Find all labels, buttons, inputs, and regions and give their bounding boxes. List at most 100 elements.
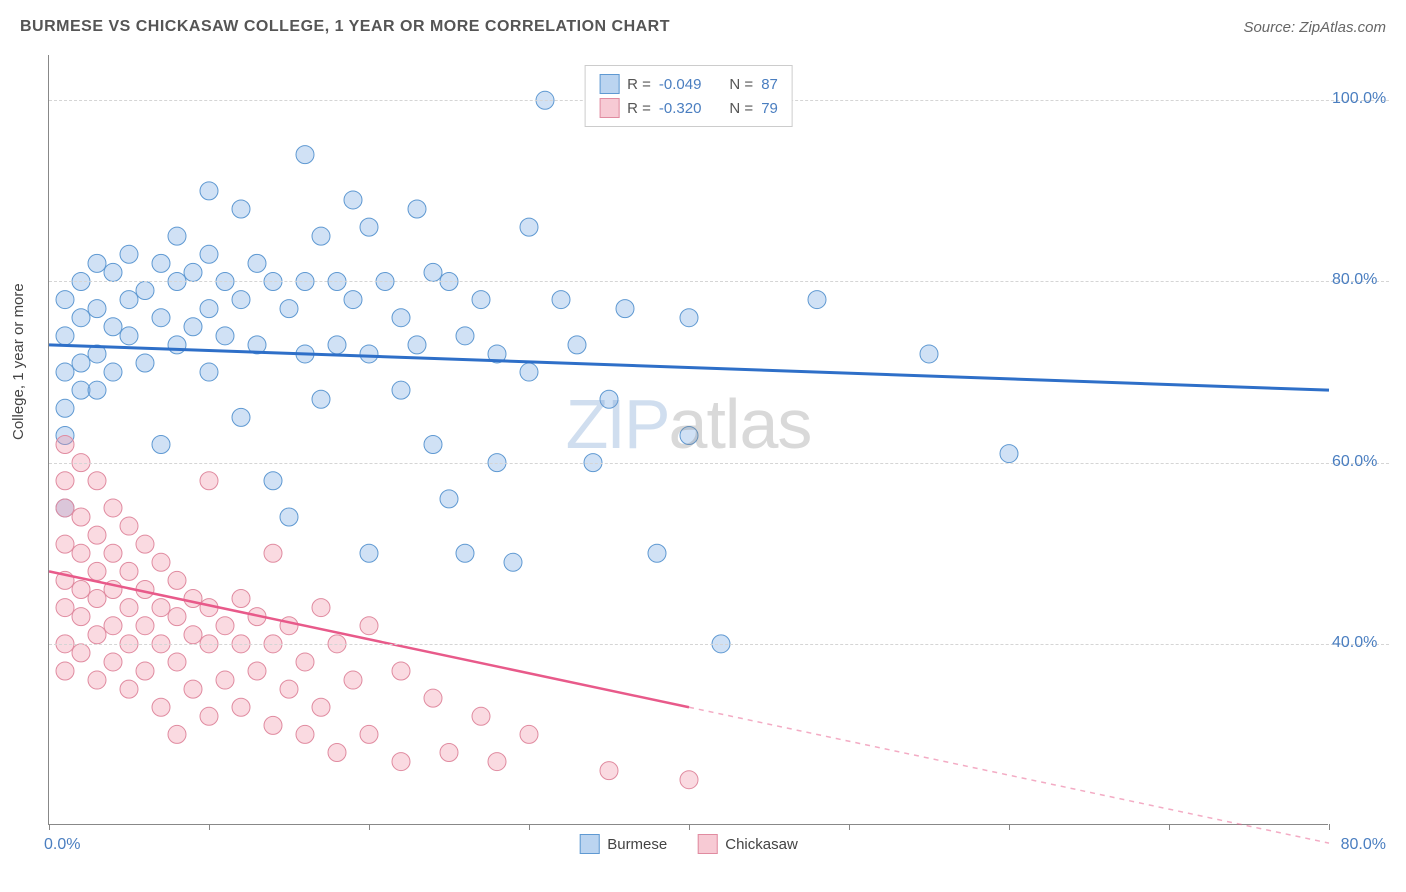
data-point — [280, 300, 298, 318]
data-point — [680, 426, 698, 444]
legend-series-label: Burmese — [607, 836, 667, 853]
x-tick — [209, 824, 210, 830]
data-point — [200, 363, 218, 381]
data-point — [120, 291, 138, 309]
data-point — [104, 499, 122, 517]
data-point — [344, 291, 362, 309]
trend-line — [49, 345, 1329, 390]
data-point — [504, 553, 522, 571]
data-point — [152, 254, 170, 272]
data-point — [392, 753, 410, 771]
data-point — [88, 381, 106, 399]
data-point — [168, 336, 186, 354]
data-point — [328, 744, 346, 762]
data-point — [120, 245, 138, 263]
data-point — [88, 590, 106, 608]
data-point — [344, 191, 362, 209]
legend-r-value: -0.320 — [659, 100, 702, 117]
data-point — [424, 689, 442, 707]
data-point — [88, 300, 106, 318]
data-point — [56, 472, 74, 490]
legend-swatch — [599, 98, 619, 118]
y-axis-label: College, 1 year or more — [10, 283, 27, 440]
data-point — [56, 399, 74, 417]
data-point — [72, 309, 90, 327]
data-point — [136, 282, 154, 300]
data-point — [392, 662, 410, 680]
data-point — [184, 263, 202, 281]
data-point — [184, 590, 202, 608]
data-point — [312, 227, 330, 245]
legend-series: Burmese Chickasaw — [579, 834, 798, 854]
data-point — [136, 662, 154, 680]
data-point — [56, 599, 74, 617]
data-point — [408, 200, 426, 218]
data-point — [248, 662, 266, 680]
data-point — [136, 617, 154, 635]
gridline — [49, 644, 1389, 645]
data-point — [264, 472, 282, 490]
data-point — [72, 508, 90, 526]
data-point — [920, 345, 938, 363]
data-point — [56, 499, 74, 517]
data-point — [152, 436, 170, 454]
data-point — [136, 354, 154, 372]
data-point — [520, 363, 538, 381]
data-point — [120, 327, 138, 345]
data-point — [120, 599, 138, 617]
legend-correlation: R =-0.049N =87R =-0.320N =79 — [584, 65, 793, 127]
legend-series-label: Chickasaw — [725, 836, 798, 853]
legend-swatch — [697, 834, 717, 854]
data-point — [1000, 445, 1018, 463]
legend-n-label: N = — [729, 100, 753, 117]
data-point — [72, 608, 90, 626]
legend-r-value: -0.049 — [659, 76, 702, 93]
data-point — [456, 327, 474, 345]
data-point — [184, 680, 202, 698]
data-point — [184, 626, 202, 644]
data-point — [392, 381, 410, 399]
data-point — [648, 544, 666, 562]
data-point — [440, 490, 458, 508]
chart-header: BURMESE VS CHICKASAW COLLEGE, 1 YEAR OR … — [20, 18, 1386, 36]
data-point — [88, 626, 106, 644]
data-point — [232, 698, 250, 716]
data-point — [328, 336, 346, 354]
data-point — [408, 336, 426, 354]
data-point — [680, 771, 698, 789]
x-tick — [1329, 824, 1330, 830]
data-point — [488, 753, 506, 771]
data-point — [264, 716, 282, 734]
gridline — [49, 281, 1389, 282]
y-tick-label: 40.0% — [1332, 634, 1390, 652]
data-point — [360, 218, 378, 236]
data-point — [72, 644, 90, 662]
data-point — [472, 291, 490, 309]
data-point — [280, 680, 298, 698]
data-point — [168, 227, 186, 245]
data-point — [808, 291, 826, 309]
y-tick-label: 80.0% — [1332, 271, 1390, 289]
data-point — [296, 725, 314, 743]
data-point — [264, 544, 282, 562]
data-point — [312, 390, 330, 408]
y-tick-label: 60.0% — [1332, 453, 1390, 471]
data-point — [248, 254, 266, 272]
x-tick-label: 80.0% — [1341, 836, 1386, 854]
data-point — [72, 354, 90, 372]
gridline — [49, 463, 1389, 464]
data-point — [104, 263, 122, 281]
data-point — [296, 653, 314, 671]
legend-r-label: R = — [627, 100, 651, 117]
x-tick — [1009, 824, 1010, 830]
data-point — [120, 517, 138, 535]
data-point — [152, 309, 170, 327]
data-point — [72, 381, 90, 399]
legend-row: R =-0.320N =79 — [599, 96, 778, 120]
data-point — [104, 363, 122, 381]
chart-source: Source: ZipAtlas.com — [1243, 19, 1386, 36]
data-point — [360, 345, 378, 363]
data-point — [88, 526, 106, 544]
data-point — [232, 200, 250, 218]
data-point — [56, 436, 74, 454]
